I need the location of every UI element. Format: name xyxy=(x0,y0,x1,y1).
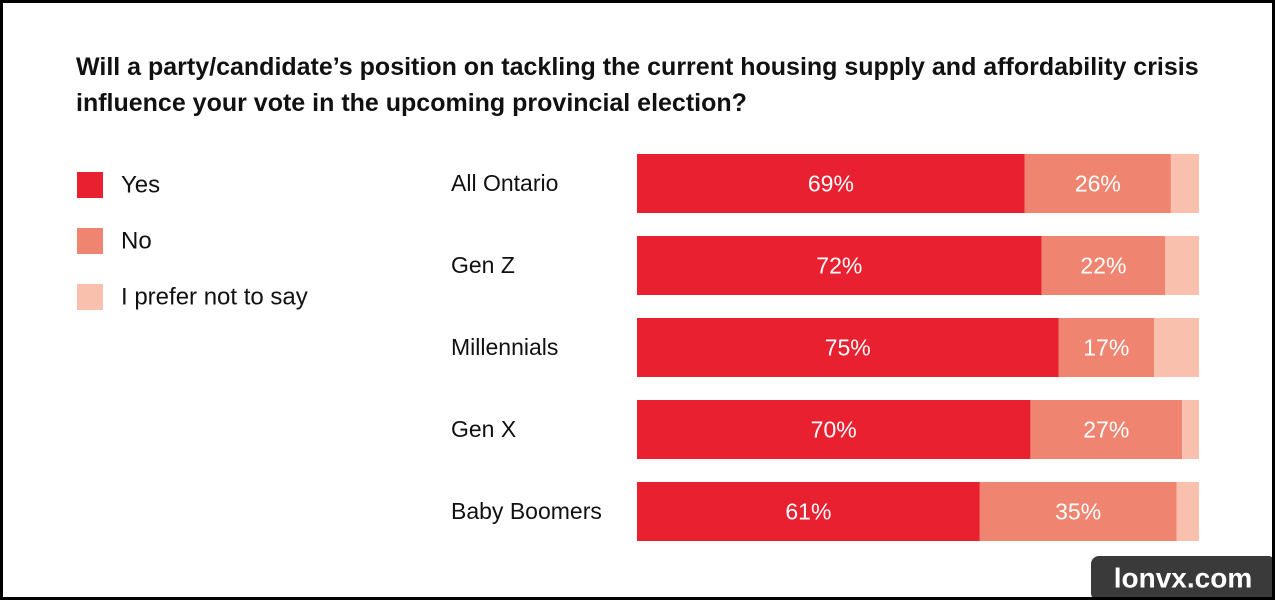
bar-segment xyxy=(1182,400,1199,459)
data-label: 72% xyxy=(816,253,862,279)
bar-segment xyxy=(637,318,1059,377)
legend-label: Yes xyxy=(121,171,160,198)
watermark: lonvx.com xyxy=(1114,562,1252,593)
category-label: Baby Boomers xyxy=(451,498,602,524)
data-label: 69% xyxy=(808,171,854,197)
bar-segment xyxy=(1165,236,1199,295)
bar-segment xyxy=(637,154,1025,213)
bar-segment xyxy=(1041,236,1166,295)
bar-segment xyxy=(1024,154,1171,213)
chart-title: Will a party/candidate’s position on tac… xyxy=(76,53,1199,117)
legend-swatch xyxy=(77,228,103,254)
bar-segment xyxy=(637,400,1031,459)
data-label: 17% xyxy=(1083,335,1129,361)
bar-segment xyxy=(979,482,1177,541)
data-label: 35% xyxy=(1055,499,1101,525)
chart: lonvx.com Yes No I prefer not to say All On… xyxy=(77,154,1272,597)
data-label: 22% xyxy=(1080,253,1126,279)
data-label: 61% xyxy=(785,499,831,525)
bar-segment xyxy=(1154,318,1199,377)
data-label: 75% xyxy=(825,335,871,361)
category-label: Gen Z xyxy=(451,252,515,278)
data-label: 26% xyxy=(1075,171,1121,197)
bar-segment xyxy=(1176,482,1199,541)
category-label: Millennials xyxy=(451,334,558,360)
legend-swatch xyxy=(77,284,103,310)
bar-segment xyxy=(637,482,980,541)
data-label: 70% xyxy=(811,417,857,443)
data-label: 27% xyxy=(1083,417,1129,443)
category-label: Gen X xyxy=(451,416,516,442)
legend-label: No xyxy=(121,227,152,254)
bar-segment xyxy=(1058,318,1155,377)
legend-label: I prefer not to say xyxy=(121,283,308,310)
legend-swatch xyxy=(77,172,103,198)
bar-segment xyxy=(1030,400,1183,459)
bar-segment xyxy=(1170,154,1199,213)
category-label: All Ontario xyxy=(451,170,558,196)
bar-segment xyxy=(637,236,1042,295)
watermark-bg xyxy=(1091,556,1272,597)
